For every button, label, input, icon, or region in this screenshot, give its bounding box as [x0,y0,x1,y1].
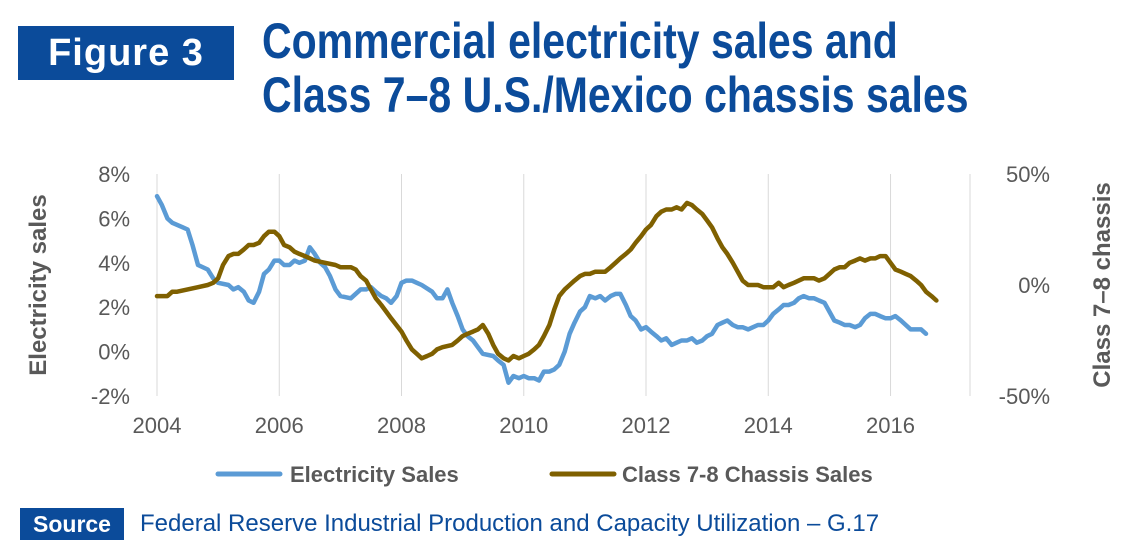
y-right-tick-label: 50% [1006,162,1050,187]
chart-title: Commercial electricity sales and Class 7… [262,14,969,122]
x-tick-label: 2014 [744,413,793,438]
x-tick-label: 2010 [499,413,548,438]
x-tick-label: 2016 [866,413,915,438]
y-right-tick-label: 0% [1018,273,1050,298]
x-tick-label: 2008 [377,413,426,438]
source-text: Federal Reserve Industrial Production an… [140,510,880,537]
line-chart: 2004 2006 2008 2010 2012 2014 2016 8% 6% 4% 2% 0% -2… [25,162,1116,487]
y-right-tick-label: -50% [999,384,1050,409]
y-left-tick-label: 0% [98,340,130,365]
y-left-tick-label: 8% [98,162,130,187]
y-right-axis-title: Class 7–8 chassis [1089,182,1116,388]
x-tick-label: 2012 [622,413,671,438]
y-left-tick-label: 2% [98,295,130,320]
electricity-sales-line [154,193,929,385]
y-left-tick-label: 6% [98,206,130,231]
y-left-tick-label: -2% [91,384,130,409]
source-label: Source [20,508,124,540]
legend-label: Electricity Sales [290,462,459,487]
title-line-1: Commercial electricity sales and [262,13,898,69]
x-tick-label: 2004 [133,413,182,438]
chassis-sales-line [154,200,939,363]
figure-label: Figure 3 [18,26,234,80]
x-tick-label: 2006 [255,413,304,438]
y-left-axis-title: Electricity sales [25,194,52,375]
legend-label: Class 7-8 Chassis Sales [622,462,873,487]
title-line-2: Class 7–8 U.S./Mexico chassis sales [262,67,969,123]
y-left-tick-label: 4% [98,251,130,276]
